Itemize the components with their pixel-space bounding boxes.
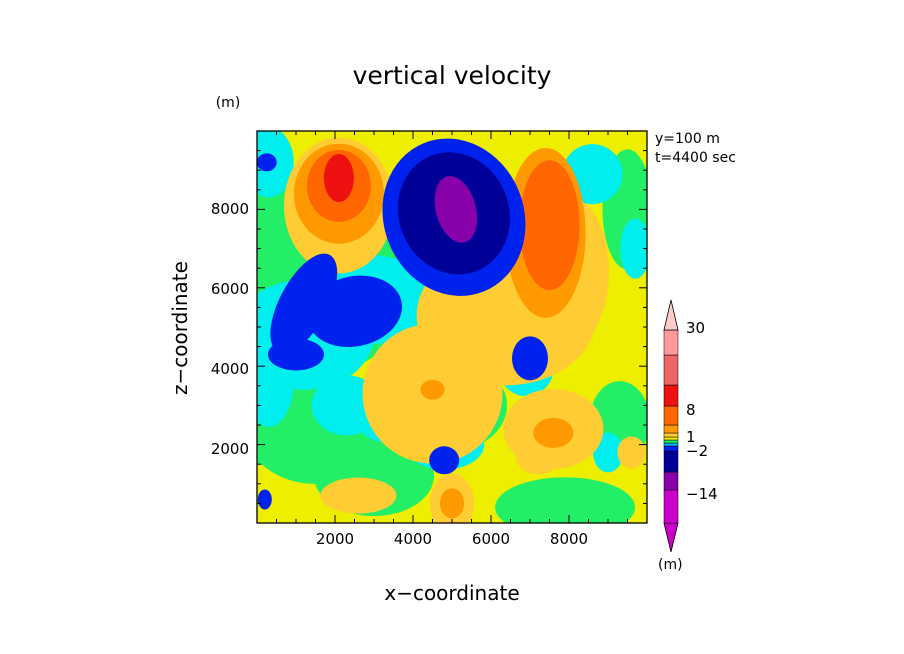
x-tick-label: 4000 (394, 530, 432, 548)
contour-region (519, 160, 580, 291)
colorbar-segment (663, 450, 679, 473)
y-tick-label: 8000 (211, 200, 249, 218)
contour-region (268, 338, 324, 371)
colorbar-segment (663, 439, 679, 444)
colorbar (663, 299, 679, 553)
contour-region (320, 477, 397, 514)
colorbar-segment (663, 424, 679, 434)
contour-region (593, 432, 623, 473)
colorbar-segment (663, 432, 679, 438)
y-axis-label: z−coordinate (168, 261, 192, 395)
y-tick-label: 4000 (211, 360, 249, 378)
contour-region (257, 153, 277, 172)
y-tick-label: 6000 (211, 280, 249, 298)
contour-plot (257, 131, 647, 523)
colorbar-segment (663, 489, 679, 524)
info-y-level: y=100 m (655, 131, 720, 147)
colorbar-upper-arrow (663, 299, 679, 331)
contour-region (420, 379, 445, 400)
colorbar-label: −2 (686, 442, 708, 460)
contour-region (429, 446, 460, 475)
x-tick-label: 6000 (472, 530, 510, 548)
contour-region (620, 218, 647, 279)
contour-region (495, 477, 636, 523)
contour-region (617, 436, 646, 469)
colorbar-segment (663, 442, 679, 447)
contour-region (533, 417, 574, 448)
colorbar-lower-arrow (663, 522, 679, 553)
colorbar-segment (663, 329, 679, 356)
contour-region (434, 176, 478, 243)
colorbar-label: 1 (686, 428, 696, 446)
x-axis-label: x−coordinate (384, 581, 519, 605)
colorbar-segment (663, 405, 679, 426)
colorbar-label: −14 (686, 485, 718, 503)
info-time: t=4400 sec (655, 150, 736, 166)
chart-title: vertical velocity (353, 61, 552, 90)
colorbar-label: 30 (686, 319, 705, 337)
y-tick-label: 2000 (211, 440, 249, 458)
colorbar-label: 8 (686, 401, 696, 419)
colorbar-segment (663, 445, 679, 452)
axis-ticks (257, 131, 647, 523)
contour-region (257, 489, 272, 510)
contour-region (270, 253, 338, 354)
colorbar-segment (663, 471, 679, 491)
colorbar-segment (663, 384, 679, 407)
x-tick-label: 8000 (550, 530, 588, 548)
colorbar-unit: (m) (658, 557, 683, 573)
colorbar-segment (663, 436, 679, 441)
contour-region (306, 275, 403, 347)
x-tick-label: 2000 (316, 530, 354, 548)
contour-region (440, 488, 464, 519)
colorbar-segment (663, 354, 679, 386)
contour-region (512, 336, 548, 381)
contour-region (323, 154, 354, 203)
y-unit-label: (m) (216, 95, 241, 111)
